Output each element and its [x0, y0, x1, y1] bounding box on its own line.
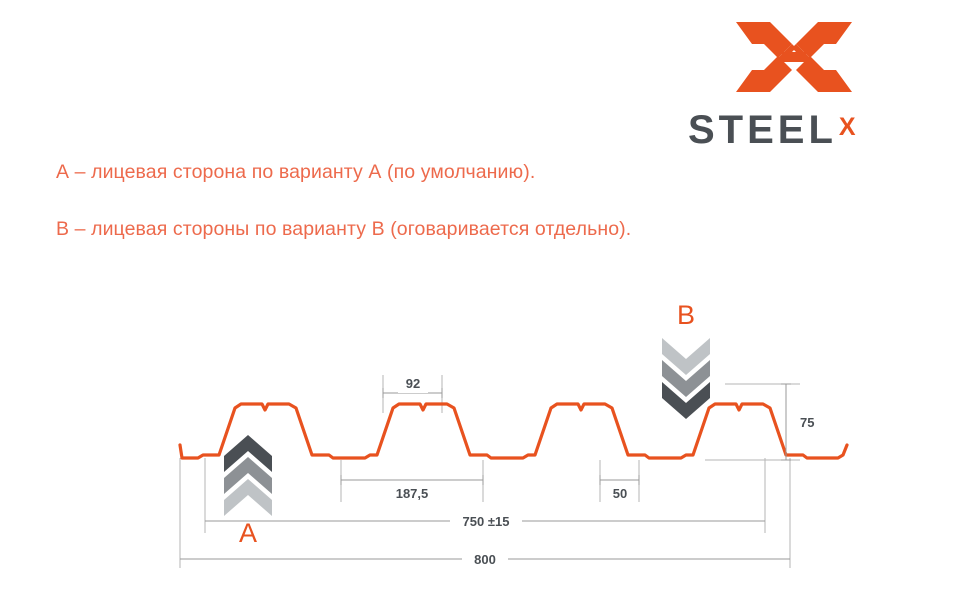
steelx-wordmark: STEEL X [688, 110, 918, 150]
wordmark-superscript-x: X [838, 113, 856, 141]
dimension-75: 75 [781, 383, 814, 461]
dimension-75-label: 75 [800, 415, 814, 430]
dimension-92-label: 92 [406, 376, 420, 391]
marker-b-label: B [677, 300, 695, 330]
marker-b-chevron-icon [662, 338, 710, 419]
steelx-x-mark-icon [734, 18, 854, 96]
dimension-187-5-label: 187,5 [396, 486, 429, 501]
note-variant-a: А – лицевая сторона по варианту А (по ум… [56, 161, 536, 183]
dimension-50: 50 [599, 475, 640, 502]
marker-a: A [224, 435, 272, 548]
dimension-50-label: 50 [613, 486, 627, 501]
dimension-800: 800 [180, 548, 790, 568]
dimension-92: 92 [382, 375, 443, 398]
corrugated-profile-outline [178, 402, 849, 460]
steelx-logo: STEEL X [688, 18, 918, 150]
dimension-750: 750 ±15 [205, 510, 765, 530]
dimension-750-label: 750 ±15 [463, 514, 510, 529]
profile-technical-drawing: 92 187,5 50 [0, 280, 970, 597]
wordmark-steel: STEEL [688, 108, 837, 152]
marker-b: B [662, 300, 710, 419]
dimension-800-label: 800 [474, 552, 496, 567]
marker-a-chevron-icon [224, 435, 272, 516]
marker-a-label: A [239, 518, 257, 548]
dimension-187-5: 187,5 [340, 475, 484, 502]
note-variant-b: В – лицевая стороны по варианту В (огова… [56, 218, 632, 240]
